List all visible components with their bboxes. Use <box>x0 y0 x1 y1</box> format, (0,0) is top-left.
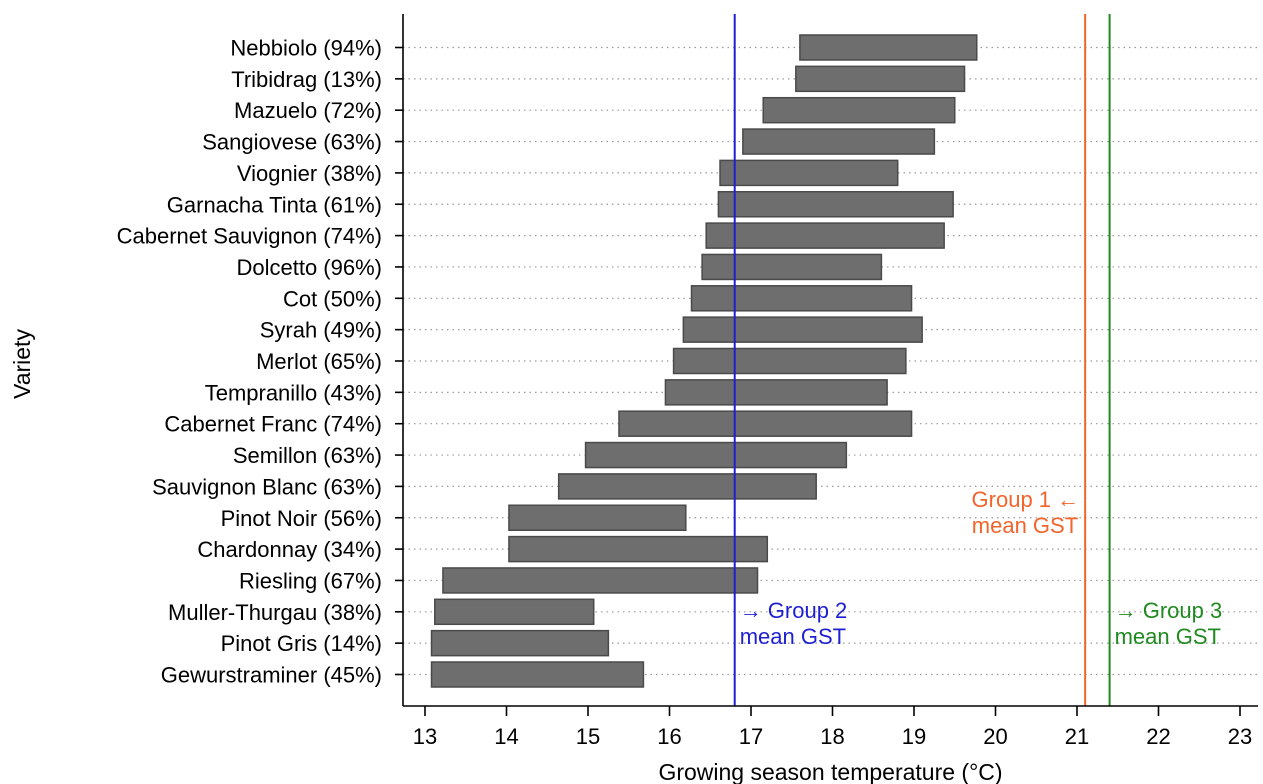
x-tick-label: 21 <box>1065 724 1089 749</box>
range-bar <box>742 128 936 155</box>
category-label: Semillon (63%) <box>233 443 382 468</box>
x-tick-label: 22 <box>1146 724 1170 749</box>
range-bar <box>690 285 913 312</box>
reference-label: → Group 3 <box>1115 598 1223 623</box>
category-label: Sangiovese (63%) <box>202 130 382 155</box>
category-labels: Nebbiolo (94%) Tribidrag (13%) Mazuelo (72… <box>117 36 403 688</box>
x-tick-label: 14 <box>494 724 518 749</box>
x-tick-label: 15 <box>576 724 600 749</box>
x-tick-label: 23 <box>1228 724 1252 749</box>
range-bar <box>557 473 817 500</box>
x-tick-label: 17 <box>739 724 763 749</box>
category-label: Garnacha Tinta (61%) <box>167 192 382 217</box>
range-bar <box>434 598 595 626</box>
axes <box>402 14 1258 707</box>
range-bar <box>442 567 759 594</box>
reference-label: → Group 2 <box>740 598 848 623</box>
category-label: Chardonnay (34%) <box>197 537 382 562</box>
x-tick-labels: 13 14 15 16 17 18 19 20 21 22 23 <box>413 706 1252 749</box>
reference-label: mean GST <box>972 513 1078 538</box>
range-bar <box>664 379 888 406</box>
category-label: Cot (50%) <box>283 286 382 311</box>
x-tick-label: 20 <box>983 724 1007 749</box>
x-tick-label: 19 <box>902 724 926 749</box>
category-label: Mazuelo (72%) <box>234 98 382 123</box>
range-bar <box>705 222 945 249</box>
reference-label: mean GST <box>740 624 846 649</box>
range-bar <box>799 34 978 61</box>
range-bar <box>795 65 966 93</box>
category-label: Dolcetto (96%) <box>236 255 382 280</box>
category-label: Tempranillo (43%) <box>205 380 382 405</box>
bars <box>430 34 978 688</box>
range-bar <box>584 441 848 469</box>
range-bar <box>508 535 769 563</box>
x-tick-label: 13 <box>413 724 437 749</box>
category-label: Cabernet Franc (74%) <box>164 412 382 437</box>
range-bar <box>618 410 913 437</box>
category-label: Riesling (67%) <box>239 568 382 593</box>
x-tick-label: 16 <box>657 724 681 749</box>
y-axis-title: Variety <box>9 329 35 399</box>
range-bar <box>719 159 899 187</box>
x-tick-label: 18 <box>820 724 844 749</box>
range-bar <box>430 629 610 657</box>
range-bar <box>762 96 956 124</box>
category-label: Pinot Noir (56%) <box>221 506 382 531</box>
range-bar <box>430 661 645 688</box>
category-label: Muller-Thurgau (38%) <box>168 600 382 625</box>
range-bar <box>717 191 954 218</box>
range-bar <box>508 504 687 531</box>
category-label: Gewurstraminer (45%) <box>161 663 382 688</box>
category-label: Pinot Gris (14%) <box>221 631 382 656</box>
category-label: Nebbiolo (94%) <box>230 36 382 61</box>
range-bar <box>672 347 907 375</box>
category-label: Sauvignon Blanc (63%) <box>152 474 382 499</box>
category-label: Merlot (65%) <box>256 349 382 374</box>
reference-label: Group 1 ← <box>972 487 1080 512</box>
category-label: Viognier (38%) <box>237 161 382 186</box>
range-bar <box>682 316 923 343</box>
category-label: Syrah (49%) <box>260 318 382 343</box>
x-axis-title: Growing season temperature (°C) <box>658 759 1002 784</box>
reference-label: mean GST <box>1115 624 1221 649</box>
range-bar <box>701 253 883 281</box>
category-label: Tribidrag (13%) <box>231 67 382 92</box>
category-label: Cabernet Sauvignon (74%) <box>117 224 382 249</box>
